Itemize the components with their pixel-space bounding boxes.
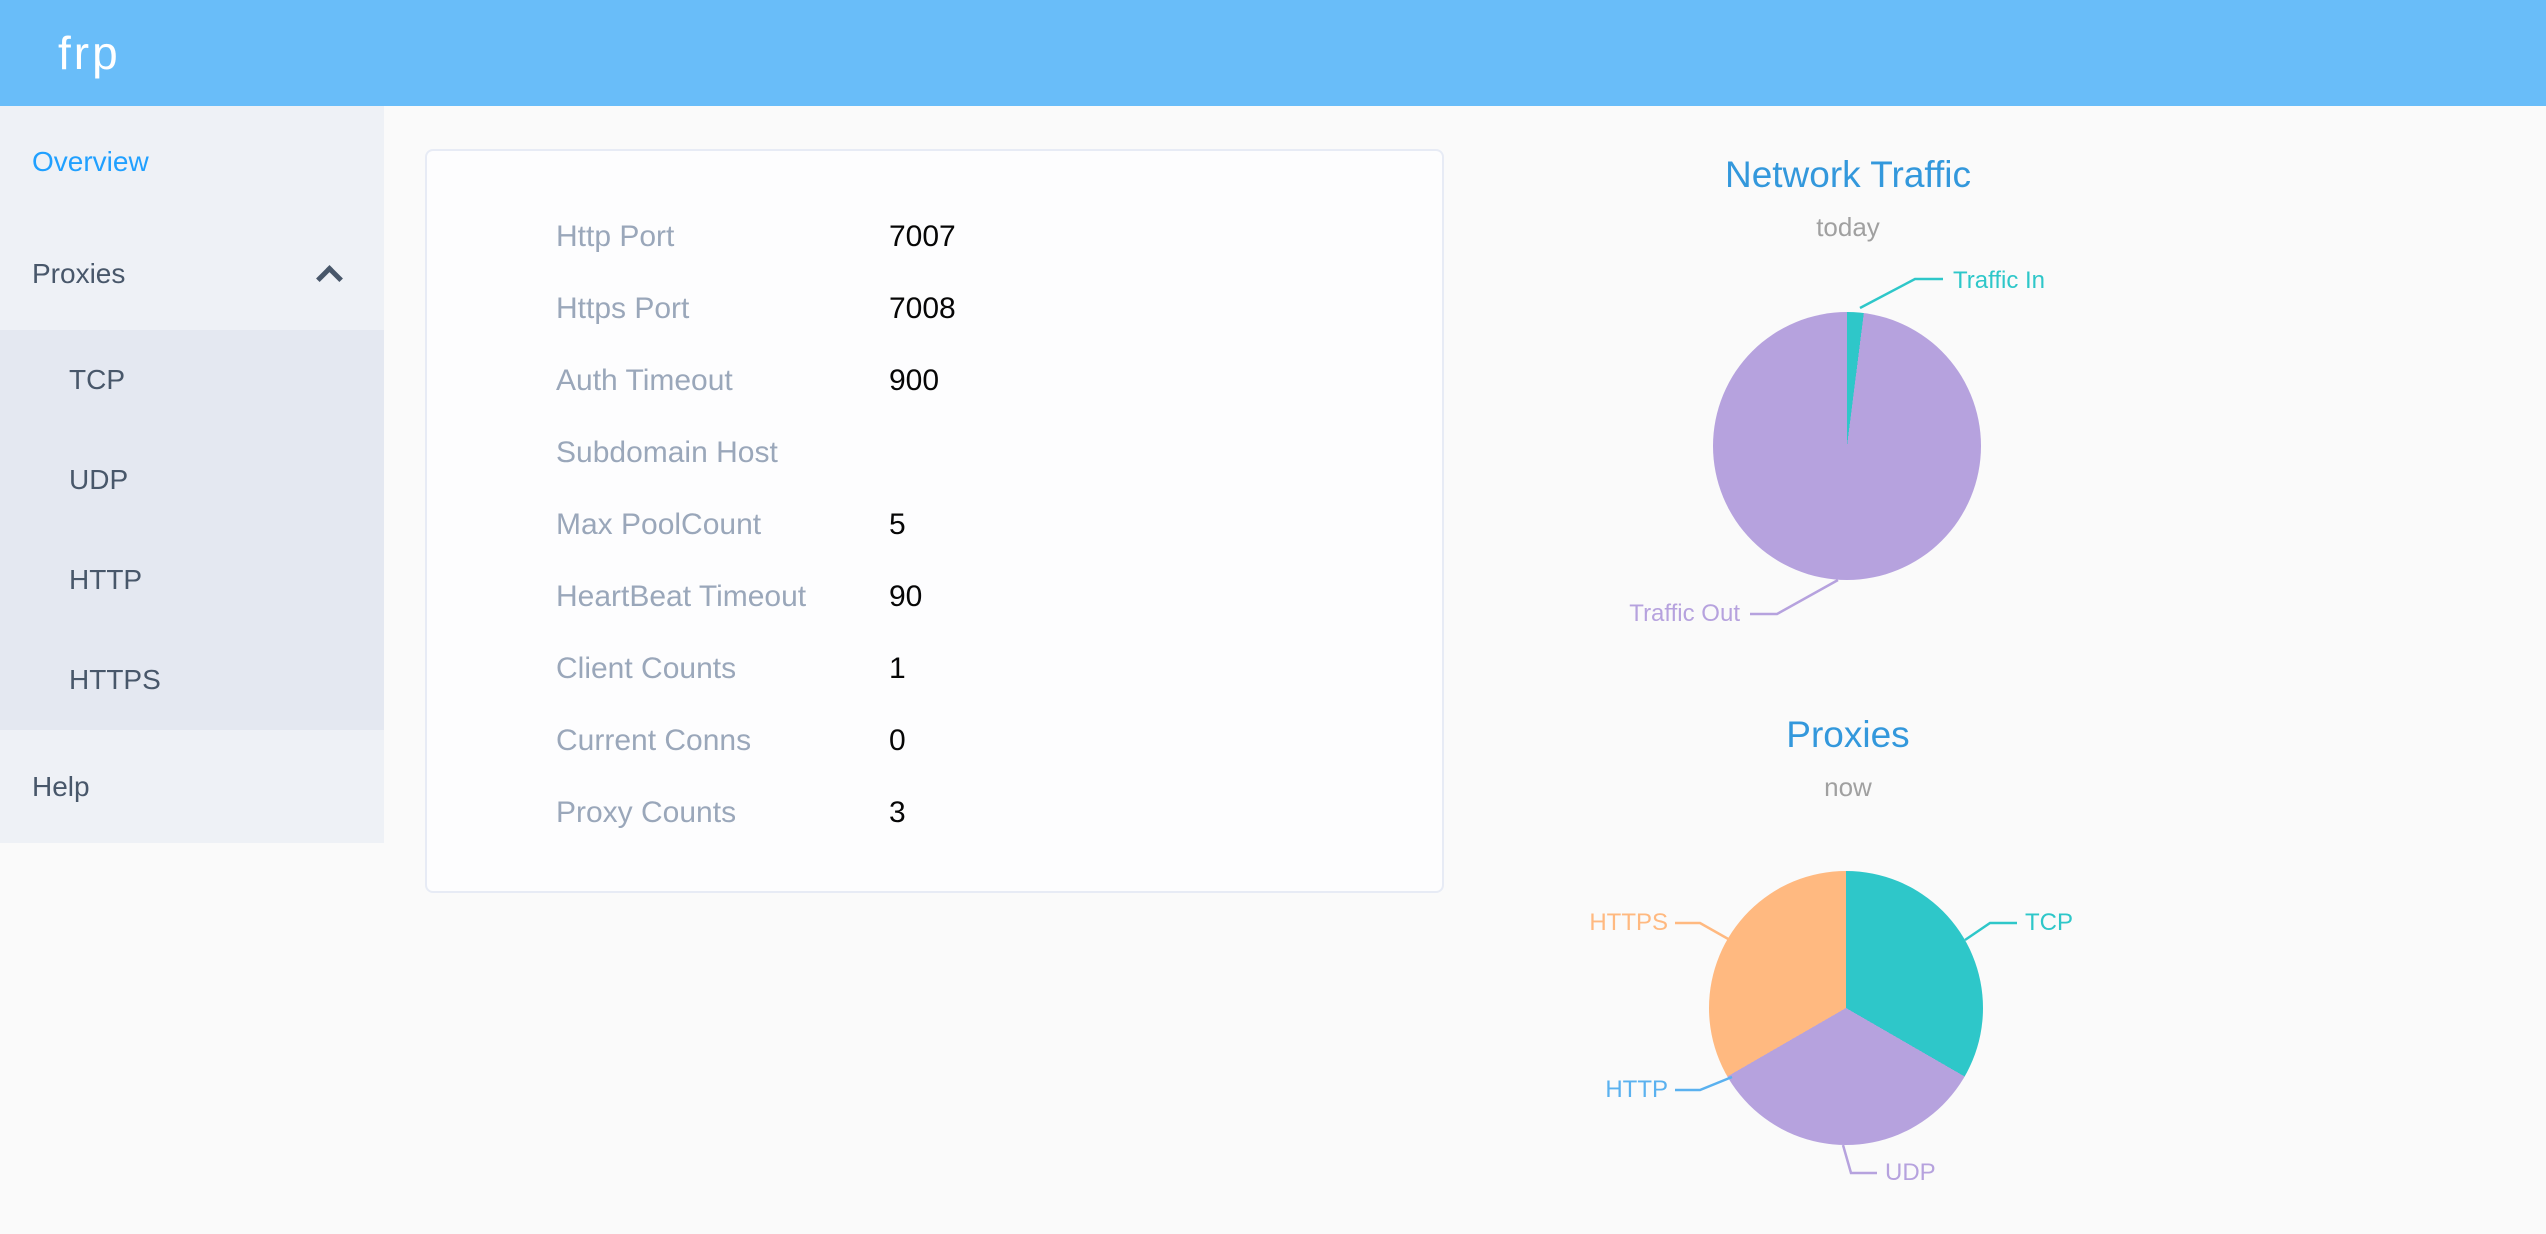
sidebar-item-overview-label: Overview (32, 146, 149, 177)
pie-label-https: HTTPS (1589, 909, 1668, 936)
config-value: 7008 (889, 292, 956, 325)
app-header: frp (0, 0, 2546, 106)
chart-subtitle-now: now (1824, 772, 1872, 802)
config-label: HeartBeat Timeout (556, 580, 807, 613)
proxies-pie[interactable] (1709, 871, 1983, 1145)
config-label: Auth Timeout (556, 364, 733, 397)
config-value: 0 (889, 724, 906, 757)
config-value: 7007 (889, 220, 956, 253)
config-row-http-port: Http Port 7007 (427, 201, 1442, 273)
chart-title-proxies: Proxies (1786, 714, 1910, 755)
sidebar-item-proxies[interactable]: Proxies (0, 218, 384, 330)
sidebar-item-tcp-label: TCP (69, 364, 125, 395)
config-row-max-poolcount: Max PoolCount 5 (427, 489, 1442, 561)
config-value: 3 (889, 796, 906, 829)
chart-title-network-traffic: Network Traffic (1724, 154, 1972, 195)
sidebar-submenu-proxies: TCP UDP HTTP HTTPS (0, 330, 384, 730)
config-row-heartbeat-timeout: HeartBeat Timeout 90 (427, 561, 1442, 633)
pie-label-traffic-out: Traffic Out (1629, 600, 1740, 627)
sidebar-item-tcp[interactable]: TCP (0, 330, 384, 430)
config-label: Current Conns (556, 724, 752, 757)
sidebar-item-overview[interactable]: Overview (0, 106, 384, 218)
sidebar-item-help[interactable]: Help (0, 730, 384, 843)
sidebar: Overview Proxies TCP UDP HTTP HTTPS Help (0, 106, 384, 843)
config-value: 900 (889, 364, 940, 397)
chevron-up-icon (316, 265, 343, 292)
pie-label-http: HTTP (1605, 1076, 1668, 1103)
config-label: Max PoolCount (556, 508, 762, 541)
config-row-subdomain-host: Subdomain Host (427, 417, 1442, 489)
network-traffic-pie[interactable] (1713, 312, 1981, 580)
pie-label-traffic-in: Traffic In (1953, 267, 2046, 294)
config-value: 90 (889, 580, 923, 613)
config-row-client-counts: Client Counts 1 (427, 633, 1442, 705)
proxies-chart: Proxies now TCP UDP HTTP HTTPS (1530, 700, 2170, 1234)
chart-subtitle-today: today (1816, 212, 1880, 242)
sidebar-item-https-label: HTTPS (69, 664, 161, 695)
network-traffic-chart: Network Traffic today Traffic In Traffic… (1530, 140, 2170, 700)
sidebar-item-help-label: Help (32, 770, 90, 802)
pie-label-udp: UDP (1885, 1159, 1936, 1186)
app-logo: frp (58, 27, 121, 79)
config-row-current-conns: Current Conns 0 (427, 705, 1442, 777)
config-label: Https Port (556, 292, 690, 325)
pie-label-tcp: TCP (2025, 909, 2073, 936)
config-row-auth-timeout: Auth Timeout 900 (427, 345, 1442, 417)
config-label: Http Port (556, 220, 675, 253)
config-row-https-port: Https Port 7008 (427, 273, 1442, 345)
server-config-card: Http Port 7007 Https Port 7008 Auth Time… (425, 149, 1444, 893)
config-label: Client Counts (556, 652, 737, 685)
sidebar-item-udp-label: UDP (69, 464, 129, 495)
config-row-proxy-counts: Proxy Counts 3 (427, 777, 1442, 849)
config-value: 5 (889, 508, 906, 541)
sidebar-item-udp[interactable]: UDP (0, 430, 384, 530)
sidebar-item-http[interactable]: HTTP (0, 530, 384, 630)
config-label: Subdomain Host (556, 436, 778, 469)
config-value: 1 (889, 652, 906, 685)
sidebar-item-proxies-label: Proxies (32, 258, 126, 289)
config-label: Proxy Counts (556, 796, 737, 829)
sidebar-item-http-label: HTTP (69, 564, 143, 595)
sidebar-item-https[interactable]: HTTPS (0, 630, 384, 730)
